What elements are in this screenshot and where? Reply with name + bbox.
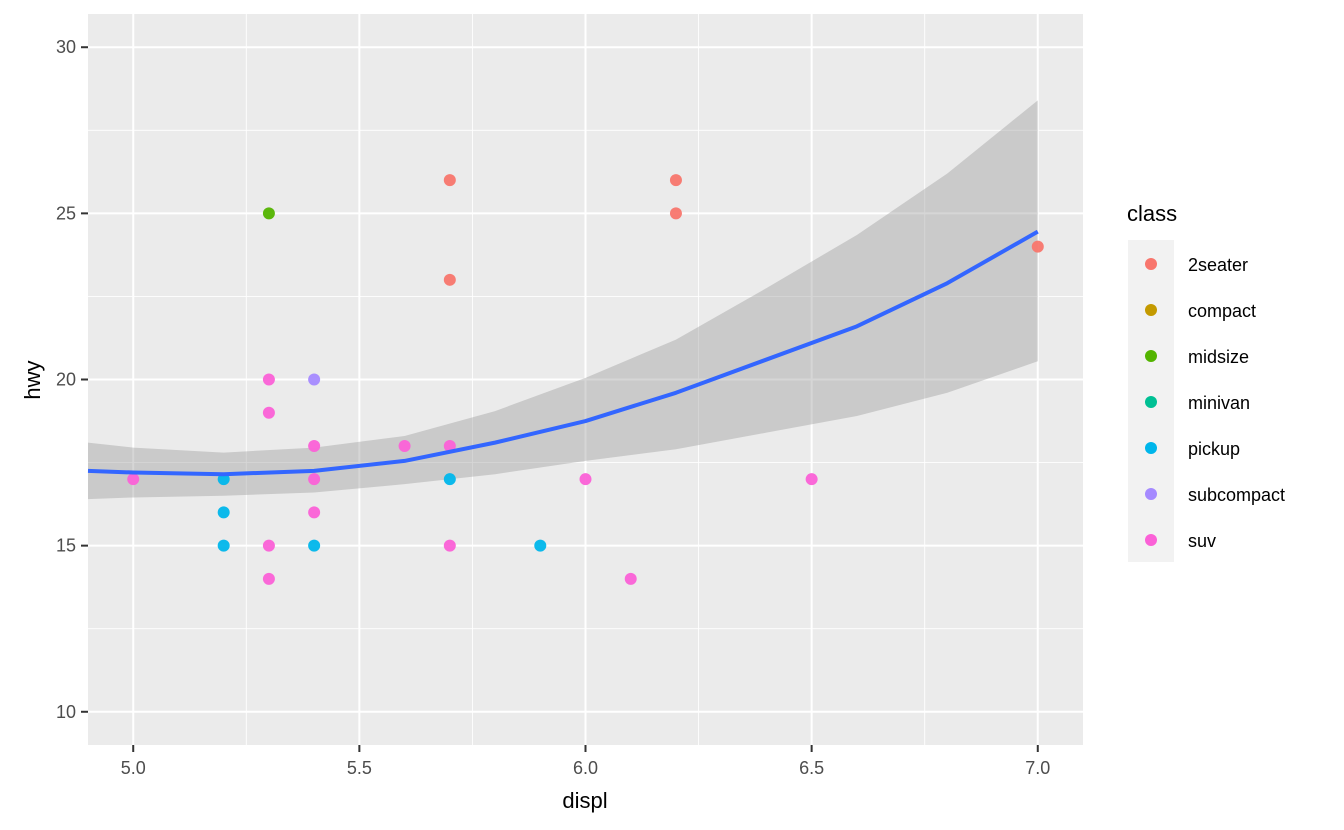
- x-axis-title: displ: [562, 788, 607, 813]
- legend-key-midsize: [1145, 350, 1157, 362]
- data-point-suv: [262, 572, 275, 585]
- legend-key-suv: [1145, 534, 1157, 546]
- data-point-suv: [262, 406, 275, 419]
- x-axis: 5.0 5.5 6.0 6.5 7.0: [121, 745, 1050, 778]
- data-point-2seater: [669, 174, 682, 187]
- data-point-suv: [443, 539, 456, 552]
- data-point-2seater: [1031, 240, 1044, 253]
- legend-key-minivan: [1145, 396, 1157, 408]
- smooth-line: [87, 229, 1039, 477]
- y-tick-label: 10: [56, 702, 76, 722]
- smooth-line-layer: [87, 229, 1039, 477]
- data-point-2seater: [443, 273, 456, 286]
- x-tick-label: 7.0: [1025, 758, 1050, 778]
- data-point-pickup: [217, 473, 230, 486]
- legend-title: class: [1127, 201, 1177, 226]
- x-tick-label: 5.0: [121, 758, 146, 778]
- data-point-2seater: [443, 174, 456, 187]
- data-point-suv: [398, 439, 411, 452]
- confidence-ribbon: [88, 100, 1038, 500]
- legend-key-pickup: [1145, 442, 1157, 454]
- legend-label-minivan: minivan: [1188, 393, 1250, 413]
- x-tick-label: 6.0: [573, 758, 598, 778]
- data-point-suv: [443, 439, 456, 452]
- x-tick-label: 5.5: [347, 758, 372, 778]
- data-point-suv: [308, 439, 321, 452]
- data-point-suv: [308, 473, 321, 486]
- y-tick-label: 15: [56, 536, 76, 556]
- data-point-suv: [127, 473, 140, 486]
- legend-label-suv: suv: [1188, 531, 1216, 551]
- data-point-pickup: [443, 473, 456, 486]
- legend-key-subcompact: [1145, 488, 1157, 500]
- y-tick-label: 20: [56, 370, 76, 390]
- y-tick-label: 25: [56, 203, 76, 223]
- legend-label-2seater: 2seater: [1188, 255, 1248, 275]
- data-point-suv: [262, 373, 275, 386]
- legend-label-subcompact: subcompact: [1188, 485, 1285, 505]
- data-point-suv: [624, 572, 637, 585]
- confidence-ribbon-layer: [88, 100, 1038, 500]
- points-layer: [127, 174, 1044, 585]
- data-point-suv: [308, 506, 321, 519]
- data-point-suv: [805, 473, 818, 486]
- data-point-pickup: [534, 539, 547, 552]
- data-point-2seater: [669, 207, 682, 220]
- legend-label-compact: compact: [1188, 301, 1256, 321]
- legend-key-compact: [1145, 304, 1157, 316]
- x-tick-label: 6.5: [799, 758, 824, 778]
- major-gridlines: [88, 14, 1083, 745]
- legend: class 2seater compact midsize minivan pickup…: [1127, 201, 1285, 562]
- data-point-pickup: [308, 539, 321, 552]
- legend-label-midsize: midsize: [1188, 347, 1249, 367]
- data-point-pickup: [217, 506, 230, 519]
- y-tick-label: 30: [56, 37, 76, 57]
- data-point-suv: [262, 539, 275, 552]
- legend-label-pickup: pickup: [1188, 439, 1240, 459]
- data-point-suv: [579, 473, 592, 486]
- legend-key-2seater: [1145, 258, 1157, 270]
- y-axis: 10 15 20 25 30: [56, 37, 88, 722]
- data-point-midsize: [262, 207, 275, 220]
- data-point-subcompact: [308, 373, 321, 386]
- data-point-pickup: [217, 539, 230, 552]
- y-axis-title: hwy: [20, 360, 45, 399]
